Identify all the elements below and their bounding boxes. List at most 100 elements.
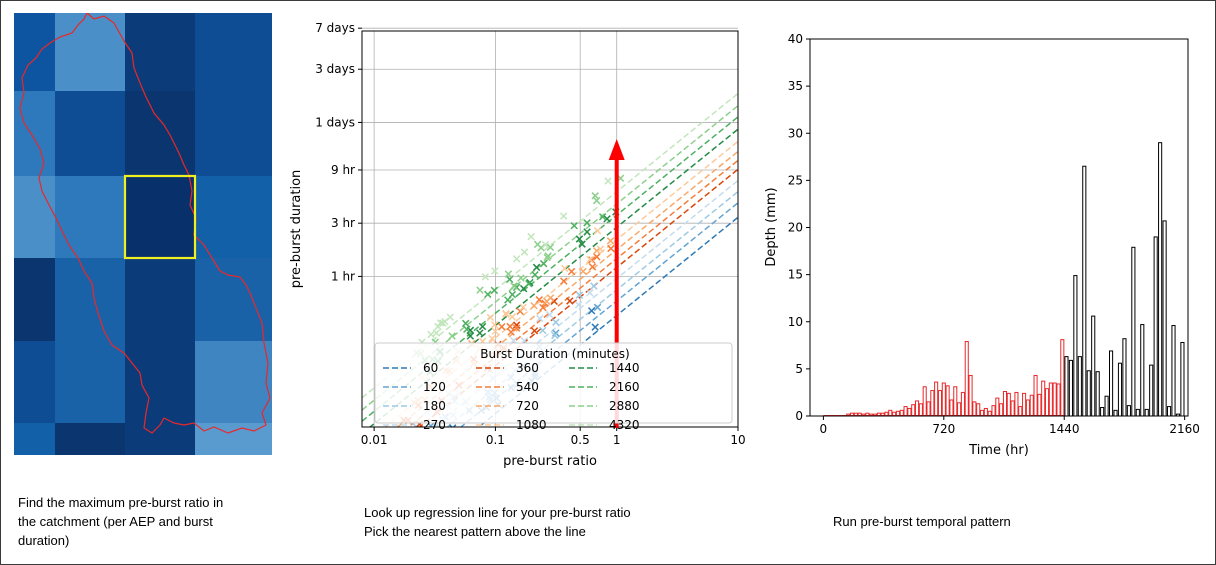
scatter-point <box>427 330 435 339</box>
burst-bar <box>1082 165 1087 417</box>
x-tick-label: 0 <box>820 422 828 436</box>
map-cell <box>125 176 195 258</box>
burst-bar <box>1122 338 1127 417</box>
pre-burst-bar <box>953 386 958 417</box>
scatter-point <box>402 458 408 464</box>
scatter-point <box>603 215 611 223</box>
scatter-point <box>531 271 539 279</box>
scatter-point <box>591 323 599 331</box>
pre-burst-bar <box>1022 392 1027 417</box>
map-cell <box>195 91 272 176</box>
pre-burst-bar <box>964 341 969 417</box>
legend-item: 540 <box>476 380 539 394</box>
scatter-point <box>502 310 510 319</box>
legend-item: 1080 <box>476 418 547 432</box>
scatter-point <box>415 461 421 467</box>
map-cell <box>55 423 125 455</box>
map-cell <box>195 176 272 258</box>
scatter-point <box>588 256 596 264</box>
x-axis-label: Time (hr) <box>968 443 1029 458</box>
scatter-point <box>607 244 615 253</box>
scatter-point <box>510 282 518 290</box>
scatter-point <box>567 267 576 276</box>
legend-label: 60 <box>423 361 438 375</box>
scatter-point <box>488 334 496 343</box>
burst-bar <box>1153 236 1158 417</box>
scatter-point <box>532 263 541 272</box>
y-tick-label: 25 <box>788 173 803 187</box>
pre-burst-bar <box>1037 393 1042 417</box>
legend-label: 2880 <box>609 399 640 413</box>
scatter-point <box>519 303 527 312</box>
y-tick-label: 35 <box>788 79 803 93</box>
scatter-point <box>593 303 602 312</box>
legend: Burst Duration (minutes) 60 120 180 270 360 5… <box>374 342 733 432</box>
scatter-point <box>539 303 547 312</box>
y-tick-label: 1 hr <box>331 269 355 283</box>
y-tick-label: 3 days <box>315 62 355 76</box>
pre-burst-bar <box>934 381 939 417</box>
scatter-point <box>535 296 543 304</box>
y-tick-label: 0 <box>795 409 803 423</box>
scatter-point <box>593 253 601 261</box>
scatter-point <box>498 323 506 331</box>
y-tick-label: 9 hr <box>331 163 355 177</box>
scatter-point <box>530 327 539 335</box>
map-cell <box>14 91 55 176</box>
scatter-point <box>517 274 525 282</box>
scatter-point <box>427 461 433 467</box>
burst-bar <box>1140 324 1145 417</box>
burst-bar <box>1180 341 1185 417</box>
scatter-point <box>588 263 597 271</box>
burst-bar <box>1073 275 1078 417</box>
burst-bar <box>1064 356 1069 417</box>
x-tick-label: 720 <box>932 422 955 436</box>
scatter-point <box>395 453 401 459</box>
scatter-point <box>578 240 586 248</box>
pre-burst-bar <box>1048 382 1053 417</box>
burst-bar <box>1117 362 1123 417</box>
y-tick-label: 1 days <box>315 115 355 129</box>
scatter-point <box>527 232 535 241</box>
pre-burst-bar <box>1044 388 1050 417</box>
pre-burst-bar <box>1033 374 1038 417</box>
scatter-point <box>490 286 499 295</box>
burst-bar <box>1068 359 1073 417</box>
legend-label: 540 <box>516 380 539 394</box>
scatter-point <box>543 253 551 262</box>
scatter-point <box>490 321 499 329</box>
pre-burst-bar <box>1018 406 1023 417</box>
legend-label: 4320 <box>609 418 640 432</box>
legend-item: 60 <box>383 361 438 375</box>
plot-area <box>810 39 1188 416</box>
scatter-point <box>536 314 544 323</box>
burst-bar <box>1144 408 1149 417</box>
map-cell <box>14 258 55 341</box>
scatter-point <box>533 240 542 249</box>
scatter-point <box>508 313 516 321</box>
legend-label: 2160 <box>609 380 640 394</box>
scatter-point <box>546 294 555 302</box>
map-cell <box>55 341 125 423</box>
pre-burst-bar <box>957 402 962 417</box>
pre-burst-bar <box>968 374 973 417</box>
map-cell <box>55 258 125 341</box>
scatter-point <box>559 212 568 220</box>
legend-item: 2160 <box>569 380 640 394</box>
scatter-point <box>507 328 515 336</box>
scatter-point <box>427 422 435 427</box>
scatter-point <box>446 313 454 321</box>
pre-burst-bar <box>1052 382 1057 417</box>
scatter-point <box>512 324 521 332</box>
caption-step2: Look up regression line for your pre-bur… <box>364 503 631 541</box>
scatter-point <box>592 196 601 205</box>
map-cell <box>125 13 195 91</box>
legend-item: 120 <box>383 380 446 394</box>
burst-bar <box>1162 220 1167 417</box>
caption-line: the catchment (per AEP and burst <box>18 514 213 529</box>
map-cell <box>55 91 125 176</box>
scatter-point <box>598 213 607 221</box>
pre-burst-bar <box>1002 390 1008 417</box>
scatter-point <box>590 282 598 290</box>
map-cell <box>125 341 195 423</box>
